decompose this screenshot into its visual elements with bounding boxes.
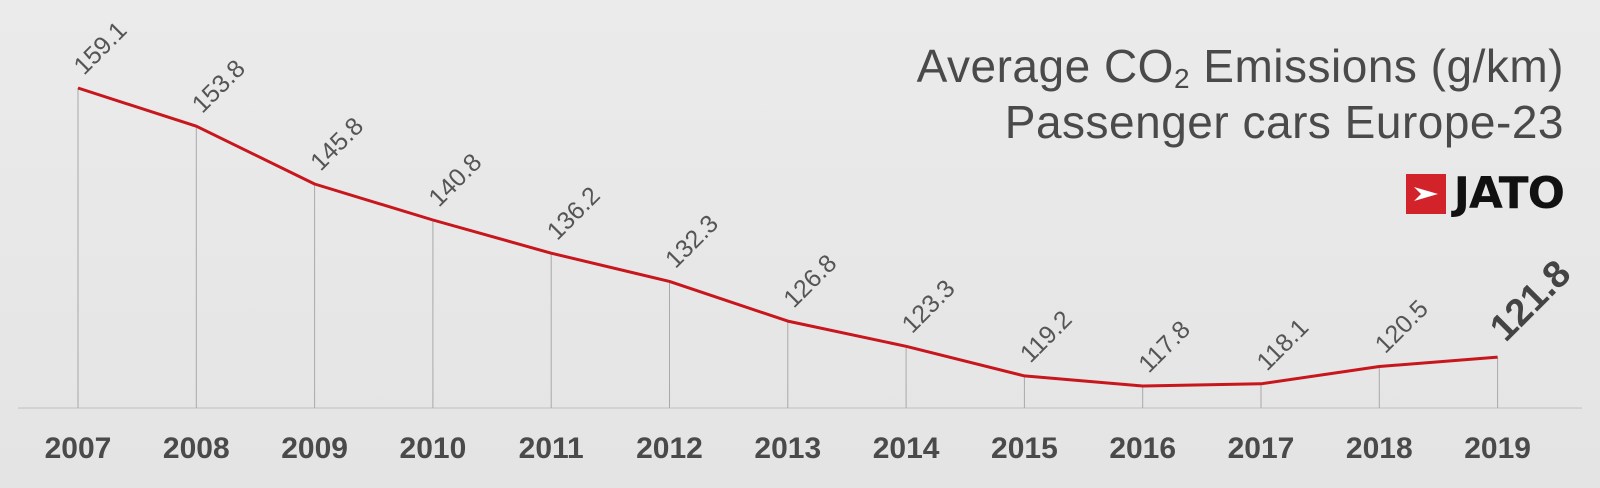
- data-label: 136.2: [542, 181, 606, 245]
- x-tick-label: 2016: [1109, 432, 1176, 465]
- x-tick-label: 2018: [1346, 432, 1413, 465]
- jato-arrow-icon: [1405, 174, 1446, 214]
- data-label: 117.8: [1133, 316, 1196, 379]
- title-suffix: Emissions (g/km): [1190, 40, 1564, 92]
- x-tick-label: 2013: [754, 432, 821, 465]
- title-prefix: Average CO: [916, 40, 1174, 92]
- x-tick-label: 2008: [163, 432, 230, 465]
- x-tick-label: 2011: [519, 432, 584, 465]
- jato-logo: JATO: [1405, 168, 1565, 219]
- series-line: [77, 86, 1498, 388]
- data-label: 123.3: [897, 275, 961, 339]
- data-label: 120.5: [1370, 295, 1434, 359]
- chart-subtitle: Passenger cars Europe-23: [1004, 96, 1564, 148]
- x-tick-label: 2014: [873, 432, 940, 465]
- data-label: 159.1: [68, 16, 132, 80]
- logo-text: JATO: [1453, 168, 1565, 219]
- x-tick-label: 2010: [400, 432, 467, 465]
- data-label: 119.2: [1015, 305, 1078, 368]
- chart-title-line1: Average CO2 Emissions (g/km): [917, 38, 1564, 94]
- x-tick-label: 2009: [281, 432, 348, 465]
- data-label: 132.3: [660, 210, 724, 274]
- x-tick-label: 2019: [1464, 432, 1531, 465]
- data-label: 140.8: [423, 148, 487, 212]
- x-tick-label: 2015: [991, 432, 1058, 465]
- data-label: 121.8: [1482, 253, 1579, 350]
- data-label: 118.1: [1251, 313, 1314, 376]
- x-tick-label: 2012: [636, 432, 703, 465]
- data-label: 145.8: [305, 112, 369, 176]
- title-subscript: 2: [1173, 63, 1191, 94]
- data-label: 153.8: [187, 54, 251, 118]
- x-tick-label: 2017: [1228, 432, 1295, 465]
- data-label: 126.8: [778, 249, 842, 313]
- x-tick-label: 2007: [45, 432, 112, 465]
- chart-title: Average CO2 Emissions (g/km) Passenger c…: [917, 38, 1564, 150]
